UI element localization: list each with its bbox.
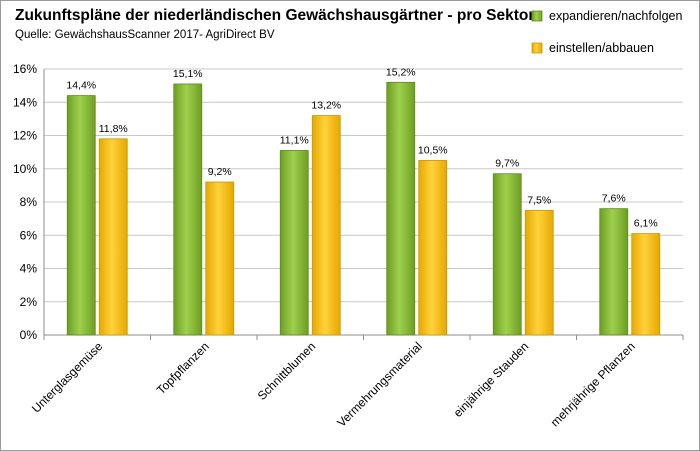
gridlines (43, 68, 684, 340)
data-label: 6,1% (634, 218, 658, 230)
legend-swatch (531, 10, 543, 22)
data-label: 11,8% (99, 123, 128, 135)
bar-einstellen (205, 181, 235, 336)
legend-label: expandieren/nachfolgen (549, 9, 682, 23)
bar-einstellen (311, 115, 341, 336)
data-label: 7,6% (602, 193, 626, 205)
x-axis-tick-labels: Unterglasgemüse Topfpflanzen Schnittblumen… (29, 339, 638, 430)
bar-expandieren (386, 81, 416, 336)
y-tick-label: 16% (13, 62, 37, 76)
bar-einstellen (418, 160, 448, 336)
data-label: 7,5% (527, 194, 551, 206)
legend: expandieren/nachfolgen einstellen/abbauen (531, 9, 682, 55)
bar-einstellen (631, 233, 661, 336)
legend-label: einstellen/abbauen (549, 41, 654, 55)
bars (66, 81, 661, 336)
bar-expandieren (599, 208, 629, 336)
y-tick-label: 0% (20, 328, 38, 342)
bar-einstellen (524, 209, 554, 336)
y-tick-label: 14% (13, 95, 37, 109)
data-label: 10,5% (418, 144, 448, 156)
bar-einstellen (98, 138, 128, 336)
x-tick-label: Unterglasgemüse (29, 339, 106, 416)
data-labels: 14,4% 15,1% 11,1% 15,2% 9,7% 7,6% 11,8% 9,2% 13,… (66, 66, 657, 229)
y-tick-label: 12% (13, 129, 37, 143)
y-tick-label: 2% (20, 295, 38, 309)
bar-expandieren (492, 173, 522, 336)
y-tick-label: 8% (20, 195, 38, 209)
chart-subtitle: Quelle: GewächshausScanner 2017- AgriDir… (15, 29, 275, 41)
bar-expandieren (173, 83, 203, 336)
data-label: 13,2% (311, 100, 341, 112)
x-tick-label: mehrjährige Pflanzen (548, 339, 638, 429)
x-tick-label: Topfpflanzen (154, 339, 212, 397)
data-label: 15,1% (173, 68, 203, 80)
data-label: 9,2% (208, 166, 232, 178)
data-label: 14,4% (66, 80, 96, 92)
y-axis-tick-labels: 0% 2% 4% 6% 8% 10% 12% 14% 16% (13, 62, 37, 342)
x-tick-label: Vermehrungsmaterial (334, 339, 425, 430)
legend-swatch (531, 42, 543, 54)
x-tick-label: einjährige Stauden (451, 339, 532, 420)
y-tick-label: 10% (13, 162, 37, 176)
data-label: 15,2% (386, 66, 416, 78)
y-tick-label: 4% (20, 262, 38, 276)
bar-expandieren (279, 150, 309, 336)
bar-expandieren (66, 95, 96, 336)
x-tick-label: Schnittblumen (255, 339, 319, 403)
data-label: 11,1% (280, 134, 309, 146)
chart-title: Zukunftspläne der niederländischen Gewäc… (15, 7, 535, 24)
data-label: 9,7% (495, 158, 519, 170)
y-tick-label: 6% (20, 228, 38, 242)
